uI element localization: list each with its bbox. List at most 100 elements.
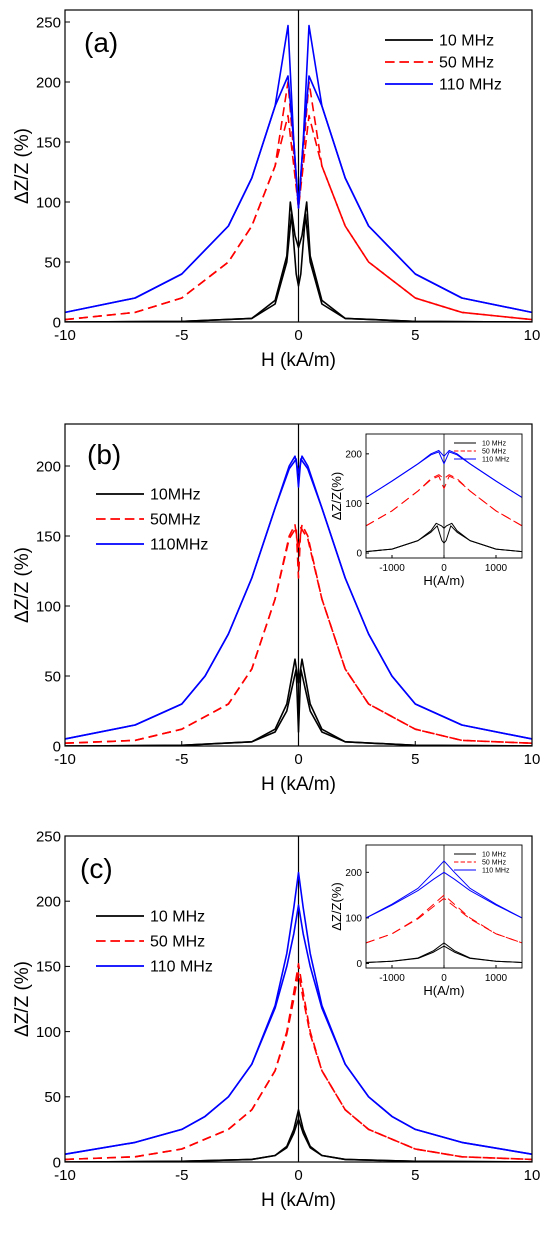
legend-label: 50 MHz	[482, 448, 507, 455]
y-tick-label: 200	[345, 868, 362, 879]
plot-frame	[64, 835, 533, 1163]
x-tick-label: 5	[411, 1167, 419, 1184]
legend-label: 10 MHz	[439, 33, 494, 50]
y-tick-label: 50	[44, 254, 61, 271]
y-tick-label: 250	[36, 828, 61, 845]
series-line-1-1	[65, 972, 532, 1161]
series-line-1-1	[65, 526, 532, 744]
y-tick-label: 100	[36, 194, 61, 211]
y-tick-label: 200	[36, 893, 61, 910]
plot-frame	[64, 423, 533, 747]
series-line-1-0	[65, 962, 532, 1161]
series-line-2-1	[366, 451, 522, 498]
legend-label: 50MHz	[150, 512, 201, 529]
series-line-1-1	[366, 897, 522, 944]
series-line-0-1	[65, 213, 532, 322]
x-tick-label: 10	[524, 327, 541, 344]
inset-frame	[365, 844, 523, 969]
x-tick-label: 10	[524, 751, 541, 768]
y-tick-label: 150	[36, 134, 61, 151]
x-tick-label: -5	[175, 1167, 188, 1184]
series-line-2-1	[65, 75, 532, 314]
x-tick-label: -5	[175, 751, 188, 768]
panel-label: (c)	[80, 853, 113, 884]
y-tick-label: 0	[356, 959, 362, 970]
series-line-2-1	[65, 904, 532, 1155]
y-tick-label: 100	[36, 598, 61, 615]
legend-label: 10MHz	[150, 487, 201, 504]
series-line-0-1	[366, 945, 522, 963]
x-tick-label: 0	[441, 973, 447, 984]
x-axis-label: H (kA/m)	[261, 1190, 336, 1211]
y-tick-label: 200	[345, 449, 362, 460]
legend-label: 110 MHz	[482, 456, 510, 463]
inset-frame	[365, 433, 523, 559]
x-tick-label: 1000	[485, 973, 508, 984]
inset-y-axis-label: ΔZ/Z(%)	[329, 882, 344, 930]
x-tick-label: 0	[441, 563, 447, 574]
x-tick-label: 0	[294, 327, 302, 344]
x-tick-label: 10	[524, 1167, 541, 1184]
y-axis-label: ΔZ/Z (%)	[12, 547, 33, 623]
x-tick-label: 0	[294, 1167, 302, 1184]
legend-label: 10 MHz	[482, 851, 507, 858]
inset-y-axis-label: ΔZ/Z(%)	[329, 472, 344, 520]
legend-label: 10 MHz	[482, 440, 507, 447]
y-tick-label: 150	[36, 959, 61, 976]
series-line-2-0	[366, 860, 522, 919]
x-tick-label: -10	[54, 751, 76, 768]
x-tick-label: -10	[54, 1167, 76, 1184]
x-tick-label: 5	[411, 327, 419, 344]
x-tick-label: -1000	[379, 973, 405, 984]
series-line-2-1	[65, 458, 532, 740]
x-tick-label: 0	[294, 751, 302, 768]
legend-label: 10 MHz	[150, 909, 205, 926]
x-axis-label: H (kA/m)	[261, 350, 336, 371]
y-tick-label: 0	[53, 738, 61, 755]
inset-x-axis-label: H(A/m)	[423, 573, 464, 588]
y-tick-label: 0	[53, 1154, 61, 1171]
legend-label: 110 MHz	[482, 867, 510, 874]
y-tick-label: 100	[36, 1024, 61, 1041]
panel-label: (b)	[87, 439, 121, 470]
legend-label: 50 MHz	[482, 859, 507, 866]
series-line-1-1	[65, 114, 532, 321]
plot-frame	[64, 9, 533, 323]
y-tick-label: 0	[53, 314, 61, 331]
series-line-1-1	[366, 475, 522, 527]
y-tick-label: 100	[345, 499, 362, 510]
legend-label: 110 MHz	[439, 77, 502, 94]
y-tick-label: 200	[36, 74, 61, 91]
series-line-0-1	[65, 668, 532, 746]
y-tick-label: 250	[36, 14, 61, 31]
x-tick-label: 1000	[485, 563, 508, 574]
series-line-0-1	[366, 525, 522, 553]
x-axis-label: H (kA/m)	[261, 774, 336, 795]
y-tick-label: 0	[356, 549, 362, 560]
series-line-0-1	[65, 1118, 532, 1162]
legend-label: 50 MHz	[150, 934, 205, 951]
panel-label: (a)	[84, 27, 118, 58]
inset-x-axis-label: H(A/m)	[423, 983, 464, 998]
legend-label: 50 MHz	[439, 55, 494, 72]
x-tick-label: 5	[411, 751, 419, 768]
series-line-0-0	[65, 201, 532, 322]
legend-label: 110 MHz	[150, 959, 213, 976]
y-tick-label: 100	[345, 913, 362, 924]
legend-label: 110MHz	[150, 537, 208, 554]
y-axis-label: ΔZ/Z (%)	[12, 128, 33, 204]
series-line-2-1	[366, 871, 522, 919]
x-tick-label: -1000	[379, 563, 405, 574]
y-axis-label: ΔZ/Z (%)	[12, 961, 33, 1037]
y-tick-label: 50	[44, 1089, 61, 1106]
y-tick-label: 50	[44, 668, 61, 685]
y-tick-label: 200	[36, 458, 61, 475]
x-tick-label: -10	[54, 327, 76, 344]
y-tick-label: 150	[36, 528, 61, 545]
x-tick-label: -5	[175, 327, 188, 344]
